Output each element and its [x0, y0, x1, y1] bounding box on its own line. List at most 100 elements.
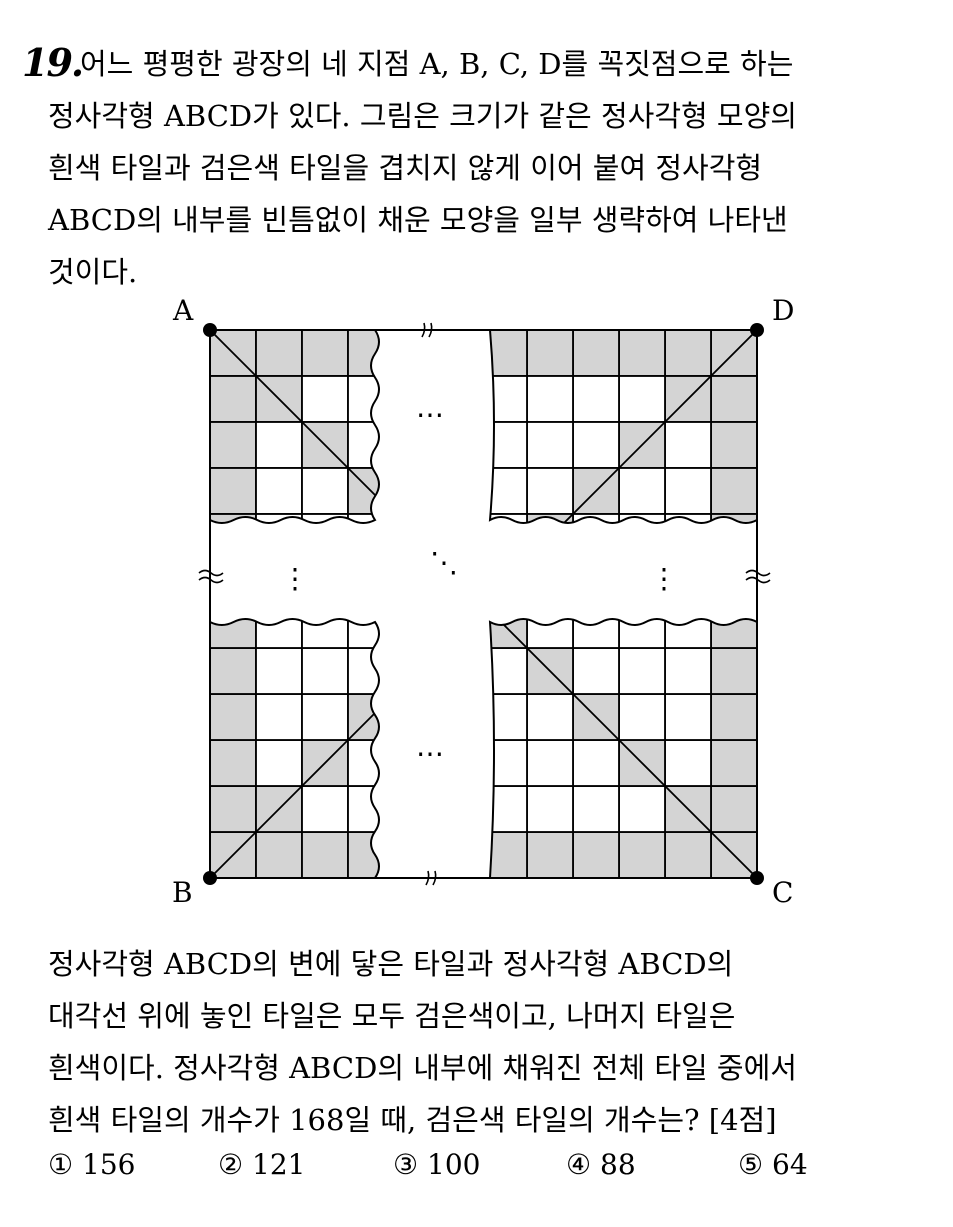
ellipses: ⋯ ⋯ ⋮ ⋮ ⋱ [281, 398, 678, 770]
choice-mark: ① [48, 1148, 74, 1181]
black-tile [210, 375, 257, 423]
white-tile [490, 739, 528, 787]
break-marks [198, 322, 771, 886]
white-tile [618, 693, 666, 741]
white-tile [394, 786, 440, 832]
white-tile [347, 785, 379, 833]
black-tile [711, 556, 757, 602]
condition-line: 흰색 타일의 개수가 168일 때, 검은색 타일의 개수는? [4점] [48, 1103, 777, 1137]
white-tile [255, 421, 303, 469]
right-break-mark [745, 569, 771, 584]
white-tile [527, 556, 573, 602]
white-tile [618, 375, 666, 423]
tile-block-c [435, 556, 757, 878]
black-tile [435, 330, 481, 376]
black-tile [526, 330, 574, 377]
choice-value: 121 [252, 1148, 306, 1181]
vertex-d-dot [750, 323, 764, 337]
black-tile [711, 560, 757, 606]
white-tile [348, 560, 394, 606]
left-break-mark [198, 569, 224, 584]
black-tile [572, 330, 620, 377]
vertex-c-dot [750, 871, 764, 885]
tile-block-outline [209, 329, 380, 524]
black-tile [301, 831, 349, 878]
white-tile [618, 647, 666, 695]
black-tile [255, 831, 303, 878]
choice-mark: ③ [393, 1148, 419, 1181]
white-tile [301, 647, 349, 695]
choice-1[interactable]: ① 156 [48, 1148, 135, 1181]
black-tile [710, 693, 757, 741]
white-tile [301, 785, 349, 833]
white-tile [490, 647, 528, 695]
black-tile [255, 330, 303, 377]
white-tile [664, 513, 712, 523]
black-tile [435, 832, 481, 878]
white-tile [435, 648, 481, 694]
intro-line: 정사각형 ABCD가 있다. 그림은 크기가 같은 정사각형 모양의 [48, 99, 797, 133]
question-intro-first-line: 어느 평평한 광장의 네 지점 A, B, C, D를 꼭짓점으로 하는 [80, 38, 793, 90]
white-tile [394, 694, 440, 740]
white-tile [526, 421, 574, 469]
white-tile [490, 513, 528, 523]
black-tile [394, 330, 440, 376]
white-tile [301, 619, 349, 649]
black-tile [210, 556, 256, 602]
white-tile [526, 467, 574, 515]
tile-blocks [209, 329, 758, 879]
white-tile [618, 513, 666, 523]
black-tile [710, 421, 757, 469]
tile-block-outline [209, 618, 380, 879]
intro-line: 것이다. [48, 255, 138, 289]
white-tile [490, 693, 528, 741]
white-tile [618, 619, 666, 649]
white-tile [301, 375, 349, 423]
choice-mark: ④ [566, 1148, 592, 1181]
choice-4[interactable]: ④ 88 [566, 1148, 636, 1181]
white-tile [490, 785, 528, 833]
black-tile [394, 832, 440, 878]
black-tile [710, 375, 757, 423]
choice-5[interactable]: ⑤ 64 [738, 1148, 808, 1181]
black-tile [618, 330, 666, 377]
choice-value: 64 [772, 1148, 808, 1181]
black-tile [710, 513, 757, 523]
white-tile [618, 467, 666, 515]
black-tile [490, 330, 528, 377]
white-tile [255, 693, 303, 741]
bottom-ellipsis: ⋯ [416, 737, 444, 770]
black-tile [572, 831, 620, 878]
choice-3[interactable]: ③ 100 [393, 1148, 480, 1181]
black-tile [210, 739, 257, 787]
choice-value: 156 [82, 1148, 136, 1181]
white-tile [490, 421, 528, 469]
question-condition: 정사각형 ABCD의 변에 닿은 타일과 정사각형 ABCD의 대각선 위에 놓… [48, 938, 797, 1146]
white-tile [573, 556, 619, 602]
vertices [203, 323, 764, 885]
vertex-b-label: B [172, 876, 193, 909]
white-tile [394, 468, 440, 514]
black-tile [481, 560, 527, 606]
black-tile [618, 831, 666, 878]
condition-line: 정사각형 ABCD의 변에 닿은 타일과 정사각형 ABCD의 [48, 947, 734, 981]
white-tile [572, 421, 620, 469]
white-tile [573, 560, 619, 606]
black-tile [710, 785, 757, 833]
white-tile [526, 375, 574, 423]
white-tile [435, 694, 481, 740]
white-tile [664, 739, 712, 787]
tile-block-b [210, 556, 440, 878]
choice-2[interactable]: ② 121 [218, 1148, 305, 1181]
white-tile [572, 647, 620, 695]
white-tile [481, 556, 527, 602]
tile-block-outline [488, 618, 758, 879]
choice-mark: ② [218, 1148, 244, 1181]
black-tile [710, 739, 757, 787]
condition-line: 흰색이다. 정사각형 ABCD의 내부에 채워진 전체 타일 중에서 [48, 1051, 797, 1085]
choice-value: 88 [600, 1148, 636, 1181]
white-tile [347, 619, 379, 649]
diagonal-line [490, 619, 757, 878]
black-tile [210, 421, 257, 469]
diagonal-line [210, 330, 379, 523]
